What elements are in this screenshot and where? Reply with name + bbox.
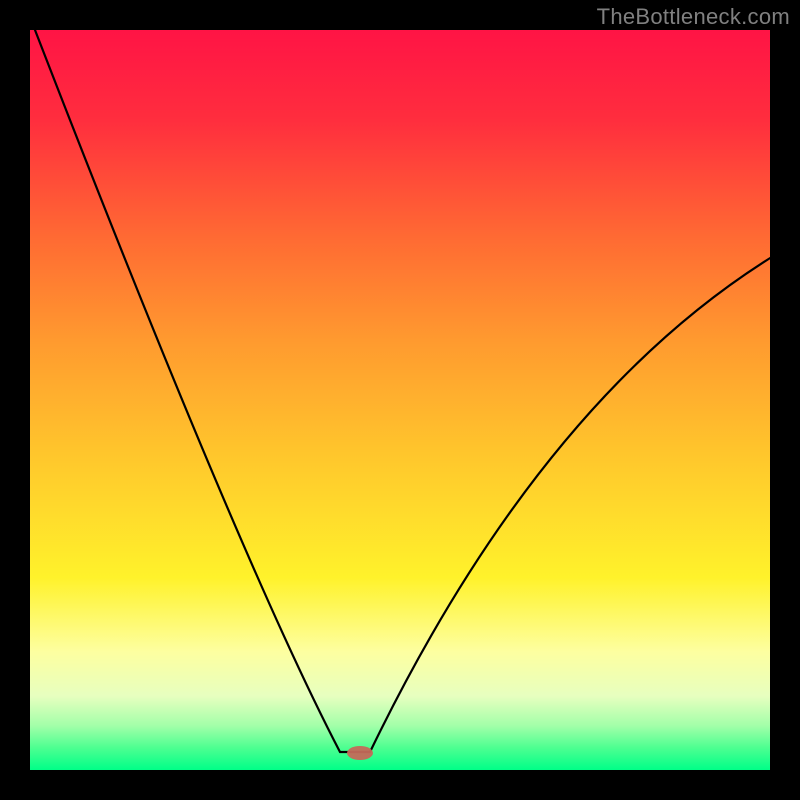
plot-area (30, 30, 770, 770)
bottleneck-chart (0, 0, 800, 800)
optimum-marker (347, 746, 373, 760)
watermark-text: TheBottleneck.com (597, 4, 790, 30)
